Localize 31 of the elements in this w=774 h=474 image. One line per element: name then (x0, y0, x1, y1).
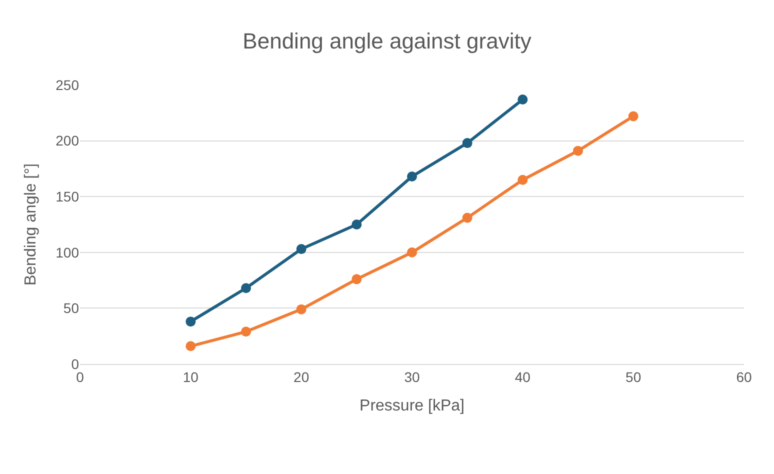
point (628, 111, 638, 122)
point (462, 138, 472, 148)
chart-title: Bending angle against gravity (242, 28, 532, 54)
y-tick-label: 50 (63, 300, 80, 316)
y-tick-label: 200 (56, 132, 80, 149)
x-tick-label: 30 (404, 368, 420, 385)
point (407, 247, 417, 258)
point (241, 283, 251, 294)
point (186, 316, 196, 327)
y-tick-label: 0 (71, 356, 80, 372)
y-tick-label: 250 (56, 76, 80, 93)
point (518, 94, 528, 105)
x-tick-label: 10 (182, 368, 199, 385)
x-tick-label: 20 (294, 368, 310, 385)
point (352, 220, 362, 230)
point (518, 174, 528, 185)
x-axis-title: Pressure [kPa] (360, 398, 464, 414)
y-axis-title: Bending angle [°] (22, 163, 40, 286)
y-tick-label: 100 (56, 244, 80, 260)
x-tick-label: 50 (626, 368, 642, 385)
point (296, 244, 306, 254)
point (296, 304, 306, 314)
point (462, 212, 472, 223)
point (573, 146, 583, 156)
y-tick-label: 150 (56, 188, 80, 204)
x-tick-label: 40 (514, 368, 531, 385)
point (186, 341, 196, 352)
point (241, 326, 251, 337)
point (352, 274, 362, 284)
point (407, 172, 417, 182)
x-tick-label: 60 (736, 368, 752, 385)
